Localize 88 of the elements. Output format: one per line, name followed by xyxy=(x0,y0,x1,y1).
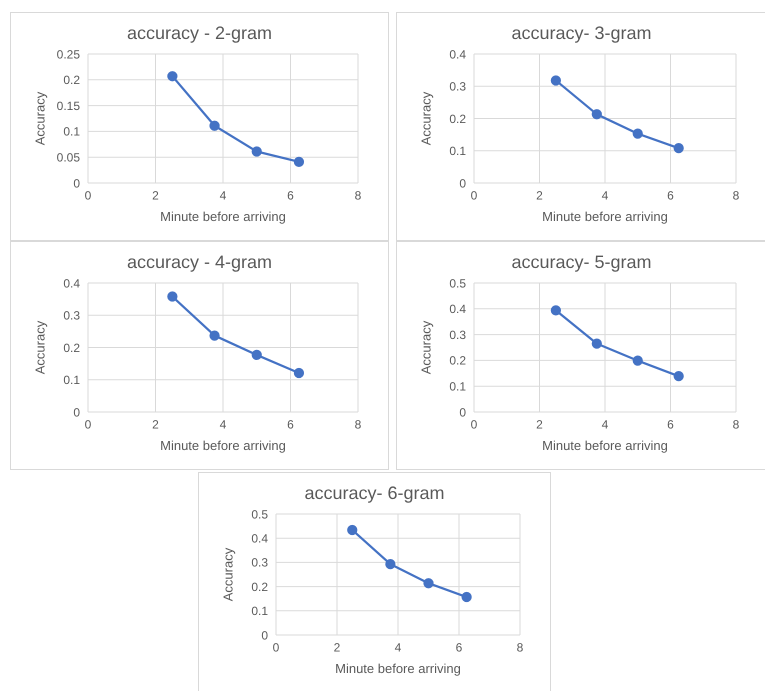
point xyxy=(550,305,561,316)
point xyxy=(294,368,304,378)
point xyxy=(209,120,220,131)
y-axis-title: Accuracy xyxy=(32,91,48,146)
y-tick-label: 0.1 xyxy=(63,373,80,388)
x-axis-title: Minute before arriving xyxy=(542,209,668,224)
point xyxy=(347,524,358,536)
x-tick-label: 2 xyxy=(536,418,544,432)
x-tick-label: 4 xyxy=(394,640,402,655)
y-tick-label: 0 xyxy=(261,628,268,642)
point xyxy=(294,156,304,167)
x-tick-label: 4 xyxy=(220,188,227,203)
point xyxy=(167,291,178,302)
point xyxy=(462,592,472,602)
x-tick-label: 8 xyxy=(516,640,524,655)
y-axis-title: Accuracy xyxy=(418,91,434,146)
y-tick-label: 0.4 xyxy=(251,531,268,546)
y-tick-label: 0.3 xyxy=(251,556,268,570)
y-tick-label: 0.5 xyxy=(449,276,466,290)
x-tick-label: 6 xyxy=(667,418,674,432)
y-tick-label: 0.1 xyxy=(251,604,268,618)
y-axis-title: Accuracy xyxy=(220,547,236,602)
point xyxy=(592,338,602,349)
y-tick-label: 0 xyxy=(459,176,466,190)
x-tick-label: 2 xyxy=(152,188,160,203)
point xyxy=(423,578,434,588)
x-tick-label: 4 xyxy=(602,418,609,432)
x-tick-label: 8 xyxy=(354,188,362,203)
point xyxy=(674,143,684,154)
y-tick-label: 0.3 xyxy=(449,328,466,342)
x-tick-label: 6 xyxy=(287,188,294,203)
x-tick-label: 2 xyxy=(536,188,544,203)
y-tick-label: 0.4 xyxy=(449,302,466,316)
y-tick-label: 0 xyxy=(73,405,80,420)
y-tick-label: 0.2 xyxy=(63,73,80,88)
point xyxy=(592,109,602,120)
x-tick-label: 4 xyxy=(602,188,609,203)
x-tick-label: 6 xyxy=(287,418,294,432)
y-tick-label: 0.1 xyxy=(449,144,466,158)
x-tick-label: 4 xyxy=(220,418,227,432)
point xyxy=(632,356,643,366)
x-axis-title: Minute before arriving xyxy=(160,438,286,453)
y-tick-label: 0.25 xyxy=(56,47,80,62)
y-tick-label: 0.4 xyxy=(449,47,466,62)
point xyxy=(674,371,684,382)
point xyxy=(167,71,178,82)
x-tick-label: 2 xyxy=(334,640,341,655)
chart-title: accuracy - 2-gram xyxy=(126,23,274,45)
x-tick-label: 8 xyxy=(732,418,740,432)
y-tick-label: 0.05 xyxy=(56,150,80,164)
y-axis-title: Accuracy xyxy=(32,320,48,374)
x-axis-title: Minute before arriving xyxy=(335,661,461,676)
y-axis-title: Accuracy xyxy=(418,320,434,374)
x-tick-label: 0 xyxy=(84,188,92,203)
point xyxy=(550,75,561,86)
x-tick-label: 8 xyxy=(354,418,362,432)
y-tick-label: 0.3 xyxy=(63,308,80,323)
y-tick-label: 0.2 xyxy=(449,354,466,368)
x-tick-label: 6 xyxy=(456,640,463,655)
point xyxy=(632,128,643,139)
chart-title: accuracy- 6-gram xyxy=(303,483,446,505)
y-tick-label: 0.3 xyxy=(449,80,466,94)
point xyxy=(252,146,262,157)
chart-title: accuracy - 4-gram xyxy=(126,252,274,274)
x-axis-title: Minute before arriving xyxy=(542,438,668,453)
point xyxy=(385,558,396,570)
y-tick-label: 0.4 xyxy=(63,276,80,290)
y-tick-label: 0.5 xyxy=(251,507,268,522)
y-tick-label: 0 xyxy=(73,176,80,190)
y-tick-label: 0.2 xyxy=(63,340,80,355)
y-tick-label: 0.1 xyxy=(449,379,466,394)
chart-title: accuracy- 3-gram xyxy=(510,23,653,45)
x-tick-label: 0 xyxy=(272,640,280,655)
x-tick-label: 0 xyxy=(470,418,478,432)
y-tick-label: 0.1 xyxy=(63,124,80,139)
x-tick-label: 0 xyxy=(470,188,478,203)
y-tick-label: 0.2 xyxy=(449,112,466,126)
y-tick-label: 0.15 xyxy=(56,98,80,113)
x-axis-title: Minute before arriving xyxy=(160,209,286,224)
x-tick-label: 6 xyxy=(667,188,674,203)
chart-title: accuracy- 5-gram xyxy=(510,252,653,274)
y-tick-label: 0 xyxy=(459,405,466,420)
x-tick-label: 0 xyxy=(84,418,92,432)
x-tick-label: 2 xyxy=(152,418,160,432)
y-tick-label: 0.2 xyxy=(251,580,268,594)
x-tick-label: 8 xyxy=(732,188,740,203)
point xyxy=(209,330,220,341)
point xyxy=(252,350,262,360)
